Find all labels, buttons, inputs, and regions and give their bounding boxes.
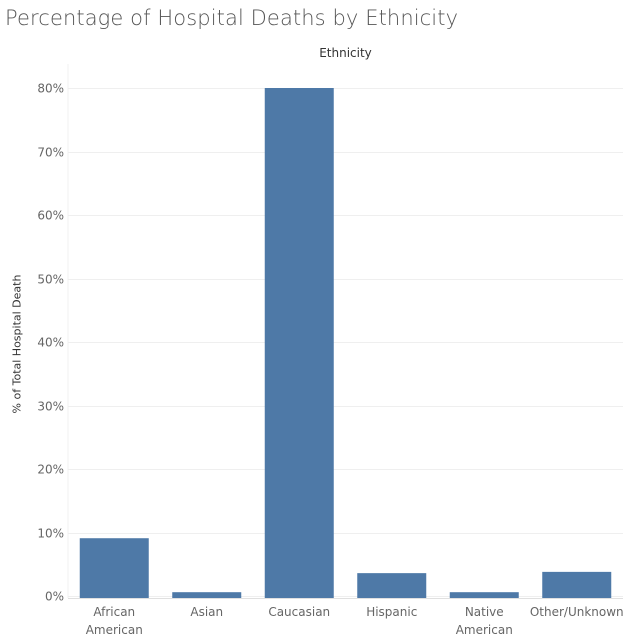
y-tick-label: 10% bbox=[37, 527, 64, 541]
bar[interactable] bbox=[542, 571, 612, 598]
column-header: Ethnicity bbox=[319, 46, 372, 60]
bar[interactable] bbox=[264, 88, 334, 598]
y-tick-label: 80% bbox=[37, 82, 64, 96]
y-tick-label: 60% bbox=[37, 209, 64, 223]
bar[interactable] bbox=[79, 538, 149, 598]
chart-title: Percentage of Hospital Deaths by Ethnici… bbox=[5, 6, 459, 30]
y-tick-label: 50% bbox=[37, 273, 64, 287]
y-tick-label: 30% bbox=[37, 400, 64, 414]
x-tick-label: Caucasian bbox=[268, 605, 330, 619]
x-tick-label: African American bbox=[86, 605, 143, 637]
y-tick-label: 40% bbox=[37, 336, 64, 350]
x-tick-label: Hispanic bbox=[366, 605, 417, 619]
bar[interactable] bbox=[357, 573, 427, 598]
bar[interactable] bbox=[449, 592, 519, 598]
y-tick-label: 20% bbox=[37, 463, 64, 477]
y-tick-label: 70% bbox=[37, 146, 64, 160]
x-tick-label: Asian bbox=[190, 605, 223, 619]
x-tick-label: Other/Unknown bbox=[530, 605, 623, 619]
y-tick-label: 0% bbox=[45, 590, 64, 604]
bar[interactable] bbox=[172, 592, 242, 598]
x-tick-label: Native American bbox=[456, 605, 513, 637]
